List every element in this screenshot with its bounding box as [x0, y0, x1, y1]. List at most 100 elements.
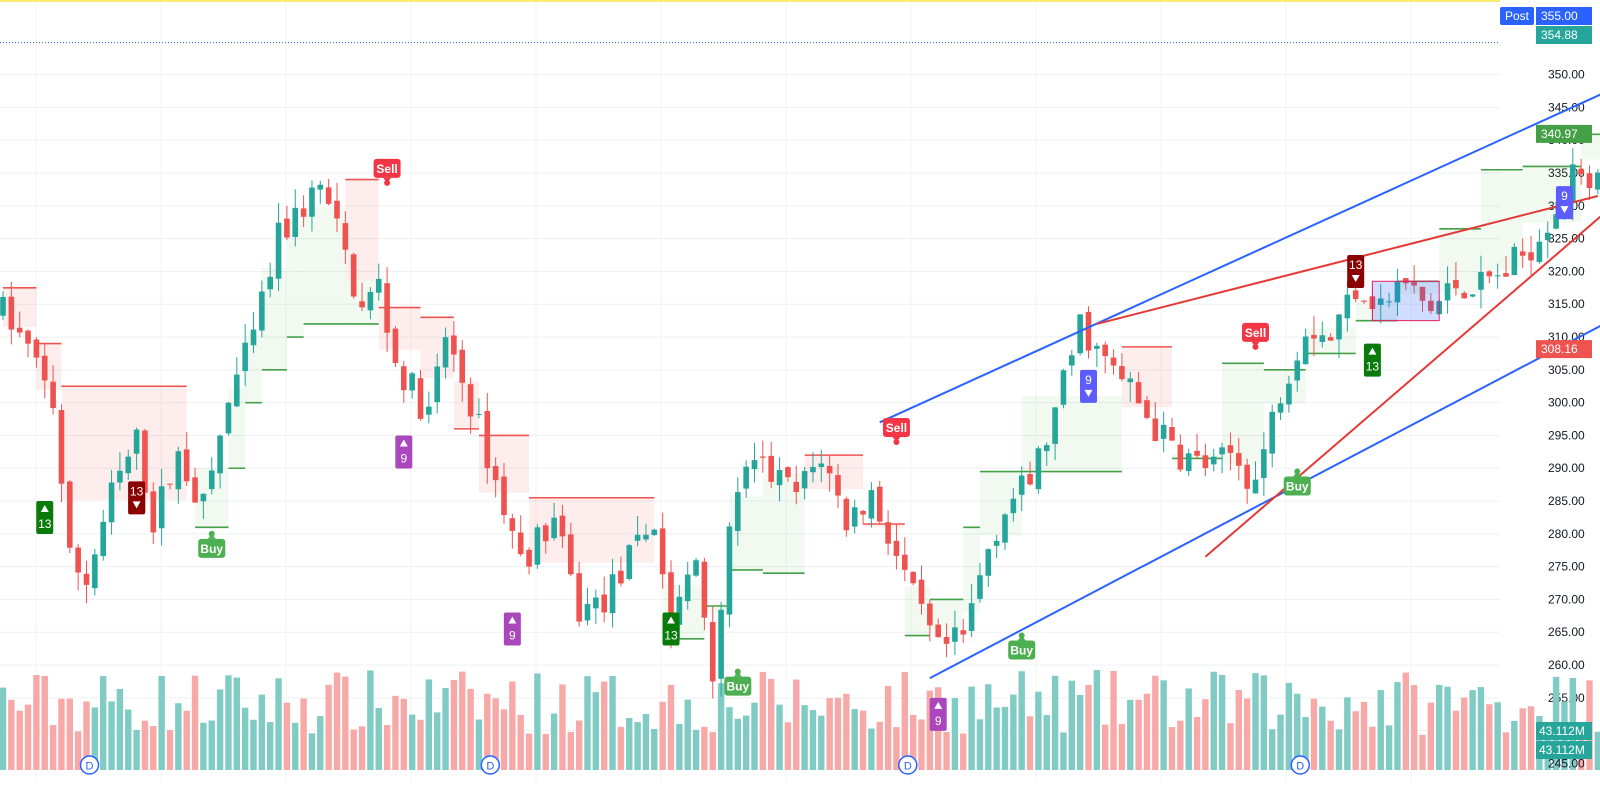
candle[interactable] [1152, 402, 1159, 442]
candle[interactable] [1511, 242, 1518, 276]
candle[interactable] [225, 402, 232, 436]
candle[interactable] [1094, 342, 1100, 368]
candle[interactable] [100, 509, 106, 561]
candle[interactable] [75, 543, 81, 591]
candle[interactable] [643, 523, 649, 543]
candle[interactable] [1002, 513, 1008, 550]
range-box[interactable] [1371, 280, 1440, 322]
signal-buy[interactable]: Buy [724, 668, 752, 696]
candle[interactable] [1419, 286, 1426, 312]
candle[interactable] [1319, 321, 1326, 348]
candle[interactable] [1494, 263, 1501, 289]
td-count-9[interactable]: 9 [503, 612, 521, 646]
candle[interactable] [476, 398, 482, 419]
candle[interactable] [367, 287, 374, 320]
candle[interactable] [117, 452, 123, 491]
candle[interactable] [618, 556, 624, 587]
candle[interactable] [1043, 442, 1050, 467]
candle[interactable] [1444, 266, 1451, 314]
candle[interactable] [1286, 375, 1292, 413]
candle[interactable] [893, 523, 900, 570]
candle[interactable] [467, 377, 474, 434]
candle[interactable] [718, 601, 724, 697]
candle[interactable] [434, 353, 440, 414]
candle[interactable] [459, 340, 466, 402]
candle[interactable] [1386, 292, 1392, 308]
candle[interactable] [1394, 268, 1401, 316]
candle[interactable] [1403, 278, 1409, 291]
candle[interactable] [1210, 448, 1217, 472]
candle[interactable] [1185, 448, 1192, 476]
candle[interactable] [1102, 341, 1108, 374]
dividend-marker[interactable]: D [79, 755, 100, 775]
candle[interactable] [593, 589, 599, 624]
candle[interactable] [484, 392, 491, 484]
signal-buy[interactable]: Buy [198, 530, 226, 558]
td-count-13[interactable]: 13 [662, 612, 680, 646]
td-count-9[interactable]: 9 [1555, 186, 1573, 220]
trend-line-upper-channel[interactable] [879, 62, 1600, 424]
td-count-13[interactable]: 13 [1347, 255, 1365, 289]
signal-buy[interactable]: Buy [1008, 632, 1036, 660]
candle[interactable] [325, 178, 332, 206]
candle[interactable] [943, 623, 950, 658]
candle[interactable] [300, 195, 307, 228]
candle[interactable] [568, 522, 574, 577]
candle[interactable] [927, 599, 933, 642]
candle[interactable] [259, 280, 265, 338]
candle[interactable] [58, 404, 65, 503]
candle[interactable] [1377, 284, 1384, 324]
candle[interactable] [1536, 229, 1543, 264]
candle[interactable] [701, 557, 708, 631]
candle[interactable] [1544, 221, 1551, 259]
candle[interactable] [451, 321, 457, 372]
candle[interactable] [1336, 313, 1342, 358]
candle[interactable] [1478, 255, 1484, 309]
candle[interactable] [1060, 368, 1067, 409]
candle[interactable] [317, 180, 324, 204]
candle[interactable] [309, 180, 315, 232]
candle[interactable] [760, 440, 766, 473]
candle[interactable] [1344, 281, 1351, 332]
candle[interactable] [517, 515, 524, 557]
dividend-marker[interactable]: D [480, 755, 501, 775]
candle[interactable] [1119, 353, 1125, 382]
signal-sell[interactable]: Sell [373, 158, 401, 186]
candle[interactable] [1528, 235, 1534, 278]
signal-sell[interactable]: Sell [1242, 322, 1269, 350]
candle[interactable] [401, 360, 407, 403]
signal-buy[interactable]: Buy [1283, 468, 1311, 496]
candle[interactable] [1177, 434, 1184, 472]
candle[interactable] [16, 311, 23, 338]
candle[interactable] [342, 211, 349, 264]
candle[interactable] [1018, 466, 1025, 512]
trend-line-red-support[interactable] [1204, 183, 1600, 558]
candle[interactable] [793, 465, 800, 505]
candle[interactable] [977, 562, 983, 603]
candle[interactable] [1595, 169, 1600, 195]
candle[interactable] [584, 587, 591, 626]
signal-sell[interactable]: Sell [882, 418, 910, 445]
candle[interactable] [860, 509, 866, 524]
candle[interactable] [426, 391, 432, 424]
candle[interactable] [1586, 165, 1593, 201]
candle[interactable] [1461, 290, 1468, 299]
candle[interactable] [1160, 411, 1167, 453]
candle[interactable] [442, 327, 449, 379]
candle[interactable] [409, 371, 415, 399]
candle[interactable] [785, 466, 791, 482]
candle[interactable] [952, 610, 958, 656]
candle[interactable] [1110, 349, 1117, 375]
candle[interactable] [1077, 314, 1083, 356]
candle[interactable] [985, 548, 992, 587]
candle[interactable] [609, 558, 616, 628]
candle[interactable] [1035, 446, 1042, 494]
candle[interactable] [234, 357, 240, 408]
candle[interactable] [1085, 306, 1092, 359]
candle[interactable] [208, 457, 215, 495]
td-count-9[interactable]: 9 [395, 435, 413, 469]
candle[interactable] [67, 480, 73, 554]
candle[interactable] [634, 516, 641, 547]
candle[interactable] [334, 182, 340, 232]
candle[interactable] [743, 460, 749, 498]
